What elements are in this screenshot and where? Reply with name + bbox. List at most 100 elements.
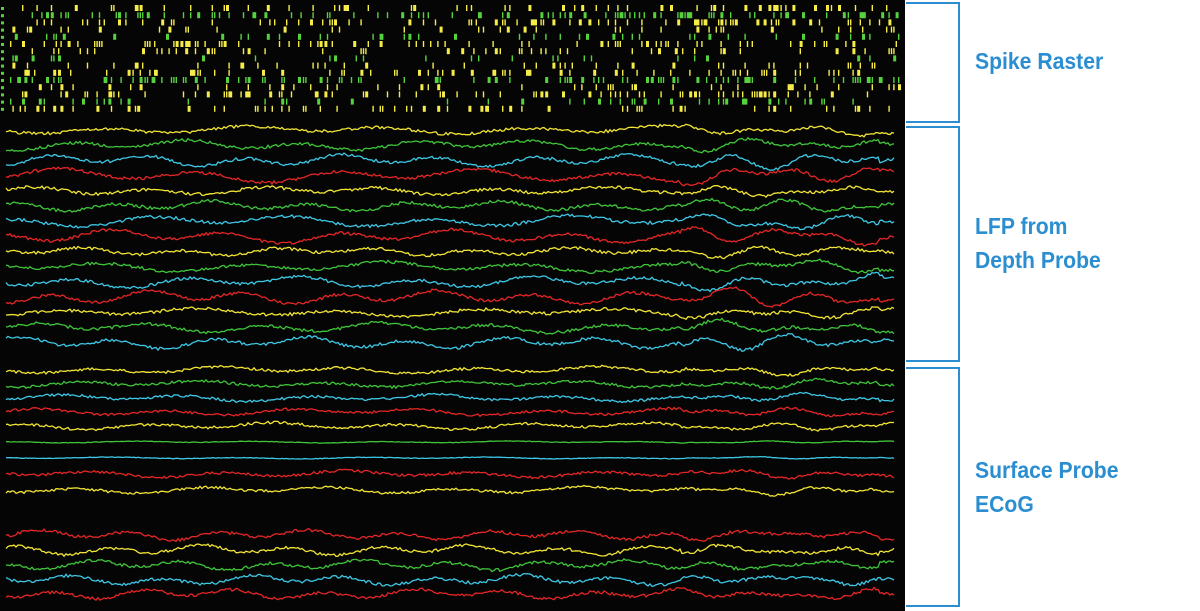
spike-tick: [319, 33, 321, 40]
spike-tick: [382, 105, 384, 112]
lfp-trace: [5, 317, 895, 335]
spike-tick: [394, 69, 396, 76]
spike-tick: [182, 12, 185, 19]
spike-tick: [223, 105, 225, 112]
spike-tick: [838, 26, 840, 33]
spike-tick: [576, 41, 578, 47]
spike-tick: [96, 91, 98, 98]
lfp-trace: [5, 166, 895, 187]
spike-tick: [756, 91, 758, 98]
spike-tick: [746, 41, 749, 47]
spike-tick: [319, 105, 321, 112]
spike-tick: [360, 69, 364, 76]
spike-tick: [221, 33, 225, 40]
spike-tick: [43, 19, 45, 26]
spike-tick: [593, 69, 597, 76]
spike-tick: [156, 69, 158, 76]
spike-tick: [480, 12, 482, 19]
spike-tick: [857, 69, 861, 76]
spike-tick: [790, 105, 792, 112]
spike-tick: [588, 19, 592, 26]
spike-tick: [552, 19, 556, 26]
spike-tick: [770, 26, 774, 33]
spike-tick: [763, 69, 765, 76]
spike-tick: [245, 77, 247, 83]
ecog-trace: [5, 468, 895, 480]
spike-tick: [470, 69, 474, 76]
spike-tick: [288, 41, 290, 47]
spike-tick: [658, 98, 660, 105]
spike-tick: [682, 48, 684, 55]
spike-tick: [110, 105, 113, 112]
spike-tick: [120, 98, 122, 105]
ecog-trace: [5, 391, 895, 404]
spike-tick: [581, 77, 585, 83]
spike-tick: [154, 41, 156, 47]
spike-tick: [26, 26, 29, 33]
spike-tick: [718, 98, 720, 105]
spike-tick: [182, 91, 185, 98]
spike-tick: [396, 69, 398, 76]
spike-tick: [151, 77, 155, 83]
spike-tick: [612, 84, 614, 91]
spike-tick: [137, 12, 139, 19]
spike-tick: [211, 19, 213, 26]
spike-tick: [470, 5, 473, 11]
spike-tick: [706, 19, 708, 26]
spike-tick: [898, 77, 900, 83]
spike-tick: [38, 98, 42, 105]
spike-tick: [638, 105, 641, 112]
spike-tick: [362, 91, 365, 98]
spike-tick: [559, 62, 561, 69]
spike-tick: [214, 105, 216, 112]
spike-tick: [190, 69, 193, 76]
spike-tick: [862, 26, 864, 33]
spike-tick: [583, 55, 585, 62]
spike-tick: [809, 19, 813, 26]
spike-tick: [367, 5, 369, 11]
spike-tick: [754, 12, 756, 19]
spike-tick: [278, 91, 281, 98]
spike-tick: [773, 105, 777, 112]
spike-tick: [511, 55, 513, 62]
spike-tick: [418, 33, 420, 40]
spike-tick: [290, 91, 293, 98]
spike-tick: [110, 5, 113, 11]
spike-tick: [583, 98, 585, 105]
spike-tick: [643, 91, 645, 98]
spike-tick: [530, 19, 534, 26]
spike-tick: [588, 91, 592, 98]
spike-tick: [427, 84, 429, 91]
spike-tick: [792, 5, 796, 11]
spike-tick: [408, 33, 412, 40]
spike-tick: [403, 33, 405, 40]
spike-tick: [631, 33, 633, 40]
spike-tick: [322, 48, 324, 55]
spike-tick: [60, 105, 64, 112]
spike-tick: [650, 48, 653, 55]
spike-tick: [888, 48, 890, 55]
spike-tick: [610, 84, 612, 91]
spike-tick: [660, 91, 662, 98]
spike-tick: [113, 33, 117, 40]
spike-tick: [108, 91, 112, 98]
ecog-trace: [5, 543, 895, 558]
spike-tick: [895, 41, 897, 47]
spike-tick: [163, 5, 165, 11]
spike-tick: [578, 19, 582, 26]
ecog-label: Surface Probe ECoG: [975, 453, 1177, 521]
ecog-label-line-2: ECoG: [975, 491, 1034, 517]
spike-tick: [598, 77, 600, 83]
spike-tick: [859, 19, 861, 26]
spike-tick: [677, 41, 679, 47]
spike-tick: [360, 77, 362, 83]
spike-tick: [593, 77, 595, 83]
spike-tick: [634, 12, 636, 19]
spike-tick: [22, 91, 24, 98]
spike-tick: [787, 91, 789, 98]
spike-tick: [494, 69, 497, 76]
spike-tick: [422, 12, 425, 19]
spike-tick: [708, 12, 710, 19]
spike-tick: [343, 69, 345, 76]
spike-tick: [530, 48, 533, 55]
